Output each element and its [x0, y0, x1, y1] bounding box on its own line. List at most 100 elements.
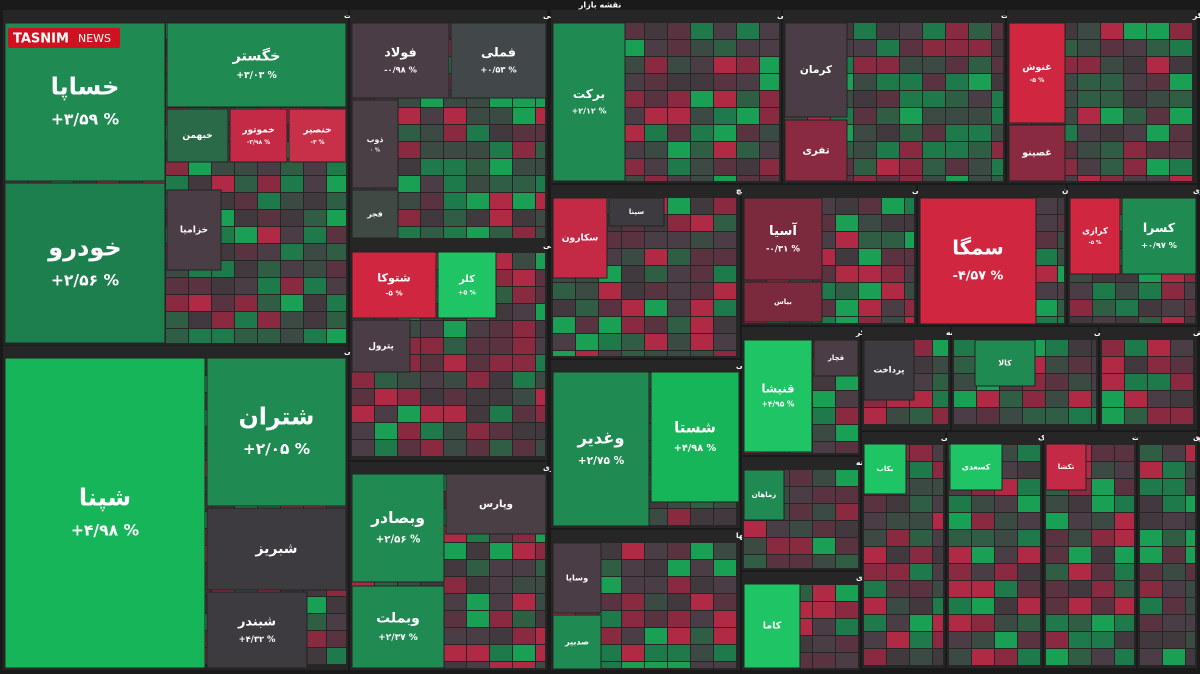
- minor-tile: [737, 108, 759, 124]
- minor-tile: [910, 598, 932, 614]
- stock-change: +۲/۰۵ %: [243, 440, 310, 458]
- minor-tile: [1147, 108, 1169, 124]
- minor-tile: [933, 530, 943, 546]
- stock-change: -۵ %: [1030, 77, 1045, 84]
- minor-tile: [212, 176, 234, 192]
- minor-tile: [737, 159, 759, 175]
- minor-tile: [946, 40, 968, 56]
- minor-tile: [923, 176, 945, 181]
- minor-tile: [836, 317, 858, 323]
- minor-tile: [1186, 445, 1195, 461]
- minor-tile: [737, 142, 759, 158]
- minor-tile: [1140, 581, 1162, 597]
- minor-tile: [1139, 283, 1161, 299]
- minor-tile: [467, 594, 489, 610]
- minor-tile: [645, 159, 667, 175]
- minor-tile: [513, 611, 535, 627]
- minor-tile: [714, 215, 736, 231]
- minor-tile: [910, 564, 932, 580]
- minor-tile: [949, 564, 971, 580]
- stock-name: كلر: [458, 274, 475, 285]
- stock-name: زماهان: [752, 491, 776, 499]
- minor-tile: [599, 317, 621, 333]
- minor-tile: [668, 176, 690, 181]
- minor-tile: [854, 159, 876, 175]
- minor-tile: [1101, 23, 1123, 39]
- minor-tile: [1102, 357, 1124, 373]
- minor-tile: [813, 585, 835, 601]
- minor-tile: [166, 278, 188, 294]
- minor-tile: [691, 249, 713, 265]
- minor-tile: [992, 176, 1003, 181]
- minor-tile: [813, 602, 835, 618]
- stock-name: شستا: [674, 419, 716, 437]
- minor-tile: [304, 597, 326, 613]
- stock-name: كالا: [998, 359, 1012, 368]
- stock-name: فملی: [481, 45, 516, 60]
- minor-tile: [910, 462, 932, 478]
- minor-tile: [1124, 23, 1146, 39]
- minor-tile: [645, 577, 667, 593]
- minor-tile: [972, 564, 994, 580]
- minor-tile: [490, 611, 512, 627]
- minor-tile: [1140, 462, 1162, 478]
- minor-tile: [1069, 598, 1091, 614]
- minor-tile: [1171, 357, 1193, 373]
- minor-tile: [1115, 496, 1134, 512]
- minor-tile: [1092, 357, 1096, 373]
- minor-tile: [910, 496, 932, 512]
- minor-tile: [737, 57, 759, 73]
- minor-tile: [1125, 391, 1147, 407]
- minor-tile: [444, 372, 466, 388]
- minor-tile: [668, 560, 690, 576]
- minor-tile: [1186, 496, 1195, 512]
- minor-tile: [622, 232, 644, 248]
- stock-name: قچار: [827, 354, 845, 362]
- minor-tile: [490, 193, 512, 209]
- minor-tile: [467, 338, 489, 354]
- stock-tile: [608, 197, 665, 227]
- minor-tile: [398, 423, 420, 439]
- stock-tile: [784, 119, 848, 182]
- stock-tile: [1121, 197, 1197, 275]
- minor-tile: [1148, 391, 1170, 407]
- minor-tile: [1069, 581, 1091, 597]
- minor-tile: [513, 662, 535, 668]
- minor-tile: [1069, 564, 1091, 580]
- minor-tile: [954, 357, 976, 373]
- minor-tile: [933, 547, 943, 563]
- minor-tile: [327, 244, 346, 260]
- stock-tile: [4, 182, 166, 344]
- minor-tile: [258, 261, 280, 277]
- minor-tile: [327, 312, 346, 328]
- minor-tile: [836, 300, 858, 316]
- minor-tile: [1170, 108, 1192, 124]
- minor-tile: [235, 295, 257, 311]
- minor-tile: [166, 312, 188, 328]
- minor-tile: [1140, 615, 1162, 631]
- minor-tile: [1185, 300, 1195, 316]
- minor-tile: [859, 317, 881, 323]
- minor-tile: [622, 577, 644, 593]
- minor-tile: [1018, 547, 1040, 563]
- minor-tile: [1163, 564, 1185, 580]
- minor-tile: [1046, 581, 1068, 597]
- stock-name: شپنا: [79, 484, 131, 512]
- minor-tile: [375, 389, 397, 405]
- minor-tile: [189, 329, 211, 343]
- minor-tile: [513, 560, 535, 576]
- minor-tile: [622, 611, 644, 627]
- minor-tile: [304, 159, 326, 175]
- minor-tile: [513, 304, 535, 320]
- minor-tile: [513, 338, 535, 354]
- minor-tile: [490, 594, 512, 610]
- minor-tile: [536, 406, 545, 422]
- minor-tile: [949, 547, 971, 563]
- minor-tile: [645, 611, 667, 627]
- minor-tile: [910, 340, 932, 356]
- minor-tile: [421, 227, 443, 238]
- minor-tile: [536, 176, 545, 192]
- minor-tile: [813, 391, 835, 407]
- minor-tile: [1140, 445, 1162, 461]
- minor-tile: [645, 176, 667, 181]
